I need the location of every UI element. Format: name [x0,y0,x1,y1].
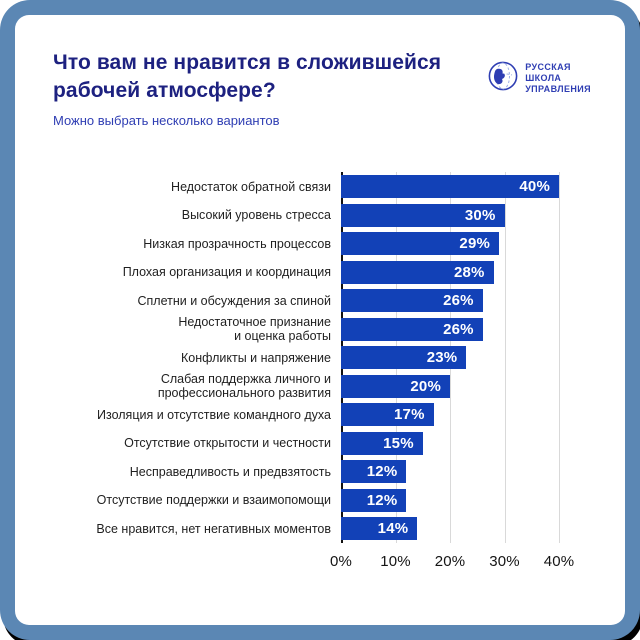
bar: 28% [341,260,494,284]
x-tick-label: 10% [380,552,411,570]
company-logo: РУССКАЯ ШКОЛА УПРАВЛЕНИЯ [488,61,591,96]
grid-line [504,172,506,544]
value-label: 20% [410,377,441,395]
bar-chart: Недостаток обратной связи 40% Высокий уров… [53,172,597,577]
bar-row: Все нравится, нет негативных моментов 14% [53,514,597,543]
value-label: 14% [377,520,409,538]
category-label: Конфликты и напряжение [180,350,331,365]
bar: 23% [341,346,467,370]
bar-row: Недостаток обратной связи 40% [53,172,597,201]
bar: 12% [341,488,407,512]
bar-area: 29% [341,229,573,258]
bar: 26% [341,289,483,313]
bar-row: Отсутствие поддержки и взаимопомощи 12% [53,486,597,515]
logo-wordmark: РУССКАЯ ШКОЛА УПРАВЛЕНИЯ [525,62,591,96]
category-label: Низкая прозрачность процессов [143,236,331,251]
x-tick-label: 20% [434,552,466,570]
globe-emblem-icon [488,61,518,96]
bar-row: Изоляция и отсутствие командного духа 17% [53,400,597,429]
bar-area: 14% [341,514,573,543]
value-label: 15% [383,434,414,452]
bar: 26% [341,317,483,341]
bar-row: Конфликты и напряжение 23% [53,343,597,372]
x-tick-label: 0% [329,552,353,570]
bar: 15% [341,431,423,455]
bar-area: 28% [341,258,573,287]
bar-area: 12% [341,457,573,486]
value-label: 26% [443,292,474,310]
infographic-card: Что вам не нравится в сложившейся рабоче… [15,15,625,625]
x-axis: 0% 10% 20% 30% 40% [330,552,597,577]
bar-row: Несправедливость и предвзятость 12% [53,457,597,486]
category-label: Плохая организация и координация [122,265,331,279]
x-tick-label: 30% [489,552,520,570]
page-title: Что вам не нравится в сложившейся рабоче… [53,51,442,102]
bar-area: 15% [341,429,573,458]
bar-area: 26% [341,315,573,344]
bar-area: 40% [341,172,573,201]
x-tick-label: 40% [543,552,575,570]
category-label: Слабая поддержка личного и профессиональ… [157,371,331,401]
bar-area: 17% [341,400,573,429]
logo-line-3: УПРАВЛЕНИЯ [525,84,591,95]
bar-area: 26% [341,286,573,315]
category-label: Изоляция и отсутствие командного духа [97,407,331,422]
value-label: 26% [443,320,474,338]
bar: 17% [341,403,434,427]
value-label: 29% [459,235,491,253]
bar-area: 20% [341,372,573,401]
category-label: Высокий уровень стресса [181,208,331,222]
bar-area: 30% [341,201,573,230]
bar: 14% [341,517,418,541]
bar: 30% [341,203,505,227]
category-label: Недостаточное признание и оценка работы [178,314,331,344]
value-label: 40% [519,178,550,196]
bar: 20% [341,374,450,398]
value-label: 28% [453,263,485,281]
bar-row: Отсутствие открытости и честности 15% [53,429,597,458]
category-label: Отсутствие поддержки и взаимопомощи [96,493,331,507]
bar-row: Сплетни и обсуждения за спиной 26% [53,286,597,315]
category-label: Несправедливость и предвзятость [129,464,331,479]
bar-row: Высокий уровень стресса 30% [53,201,597,230]
page-subtitle: Можно выбрать несколько вариантов [53,113,280,129]
value-label: 30% [464,206,496,224]
bar-area: 12% [341,486,573,515]
value-label: 12% [366,463,398,481]
bar: 40% [341,175,559,199]
bar-row: Низкая прозрачность процессов 29% [53,229,597,258]
value-label: 12% [366,491,398,509]
category-label: Сплетни и обсуждения за спиной [137,293,331,308]
bar: 12% [341,460,407,484]
grid-line [559,172,560,544]
logo-line-2: ШКОЛА [525,72,562,83]
bar-row: Слабая поддержка личного и профессиональ… [53,372,597,401]
bar-rows: Недостаток обратной связи 40% Высокий уров… [53,172,597,543]
category-label: Отсутствие открытости и честности [124,436,331,450]
category-label: Все нравится, нет негативных моментов [96,521,331,536]
bar-row: Плохая организация и координация 28% [53,258,597,287]
value-label: 17% [394,406,425,424]
category-label: Недостаток обратной связи [171,179,331,194]
logo-line-1: РУССКАЯ [525,61,571,72]
bar-area: 23% [341,343,573,372]
value-label: 23% [426,349,458,367]
bar-row: Недостаточное признание и оценка работы 2… [53,315,597,344]
bar: 29% [341,232,500,256]
